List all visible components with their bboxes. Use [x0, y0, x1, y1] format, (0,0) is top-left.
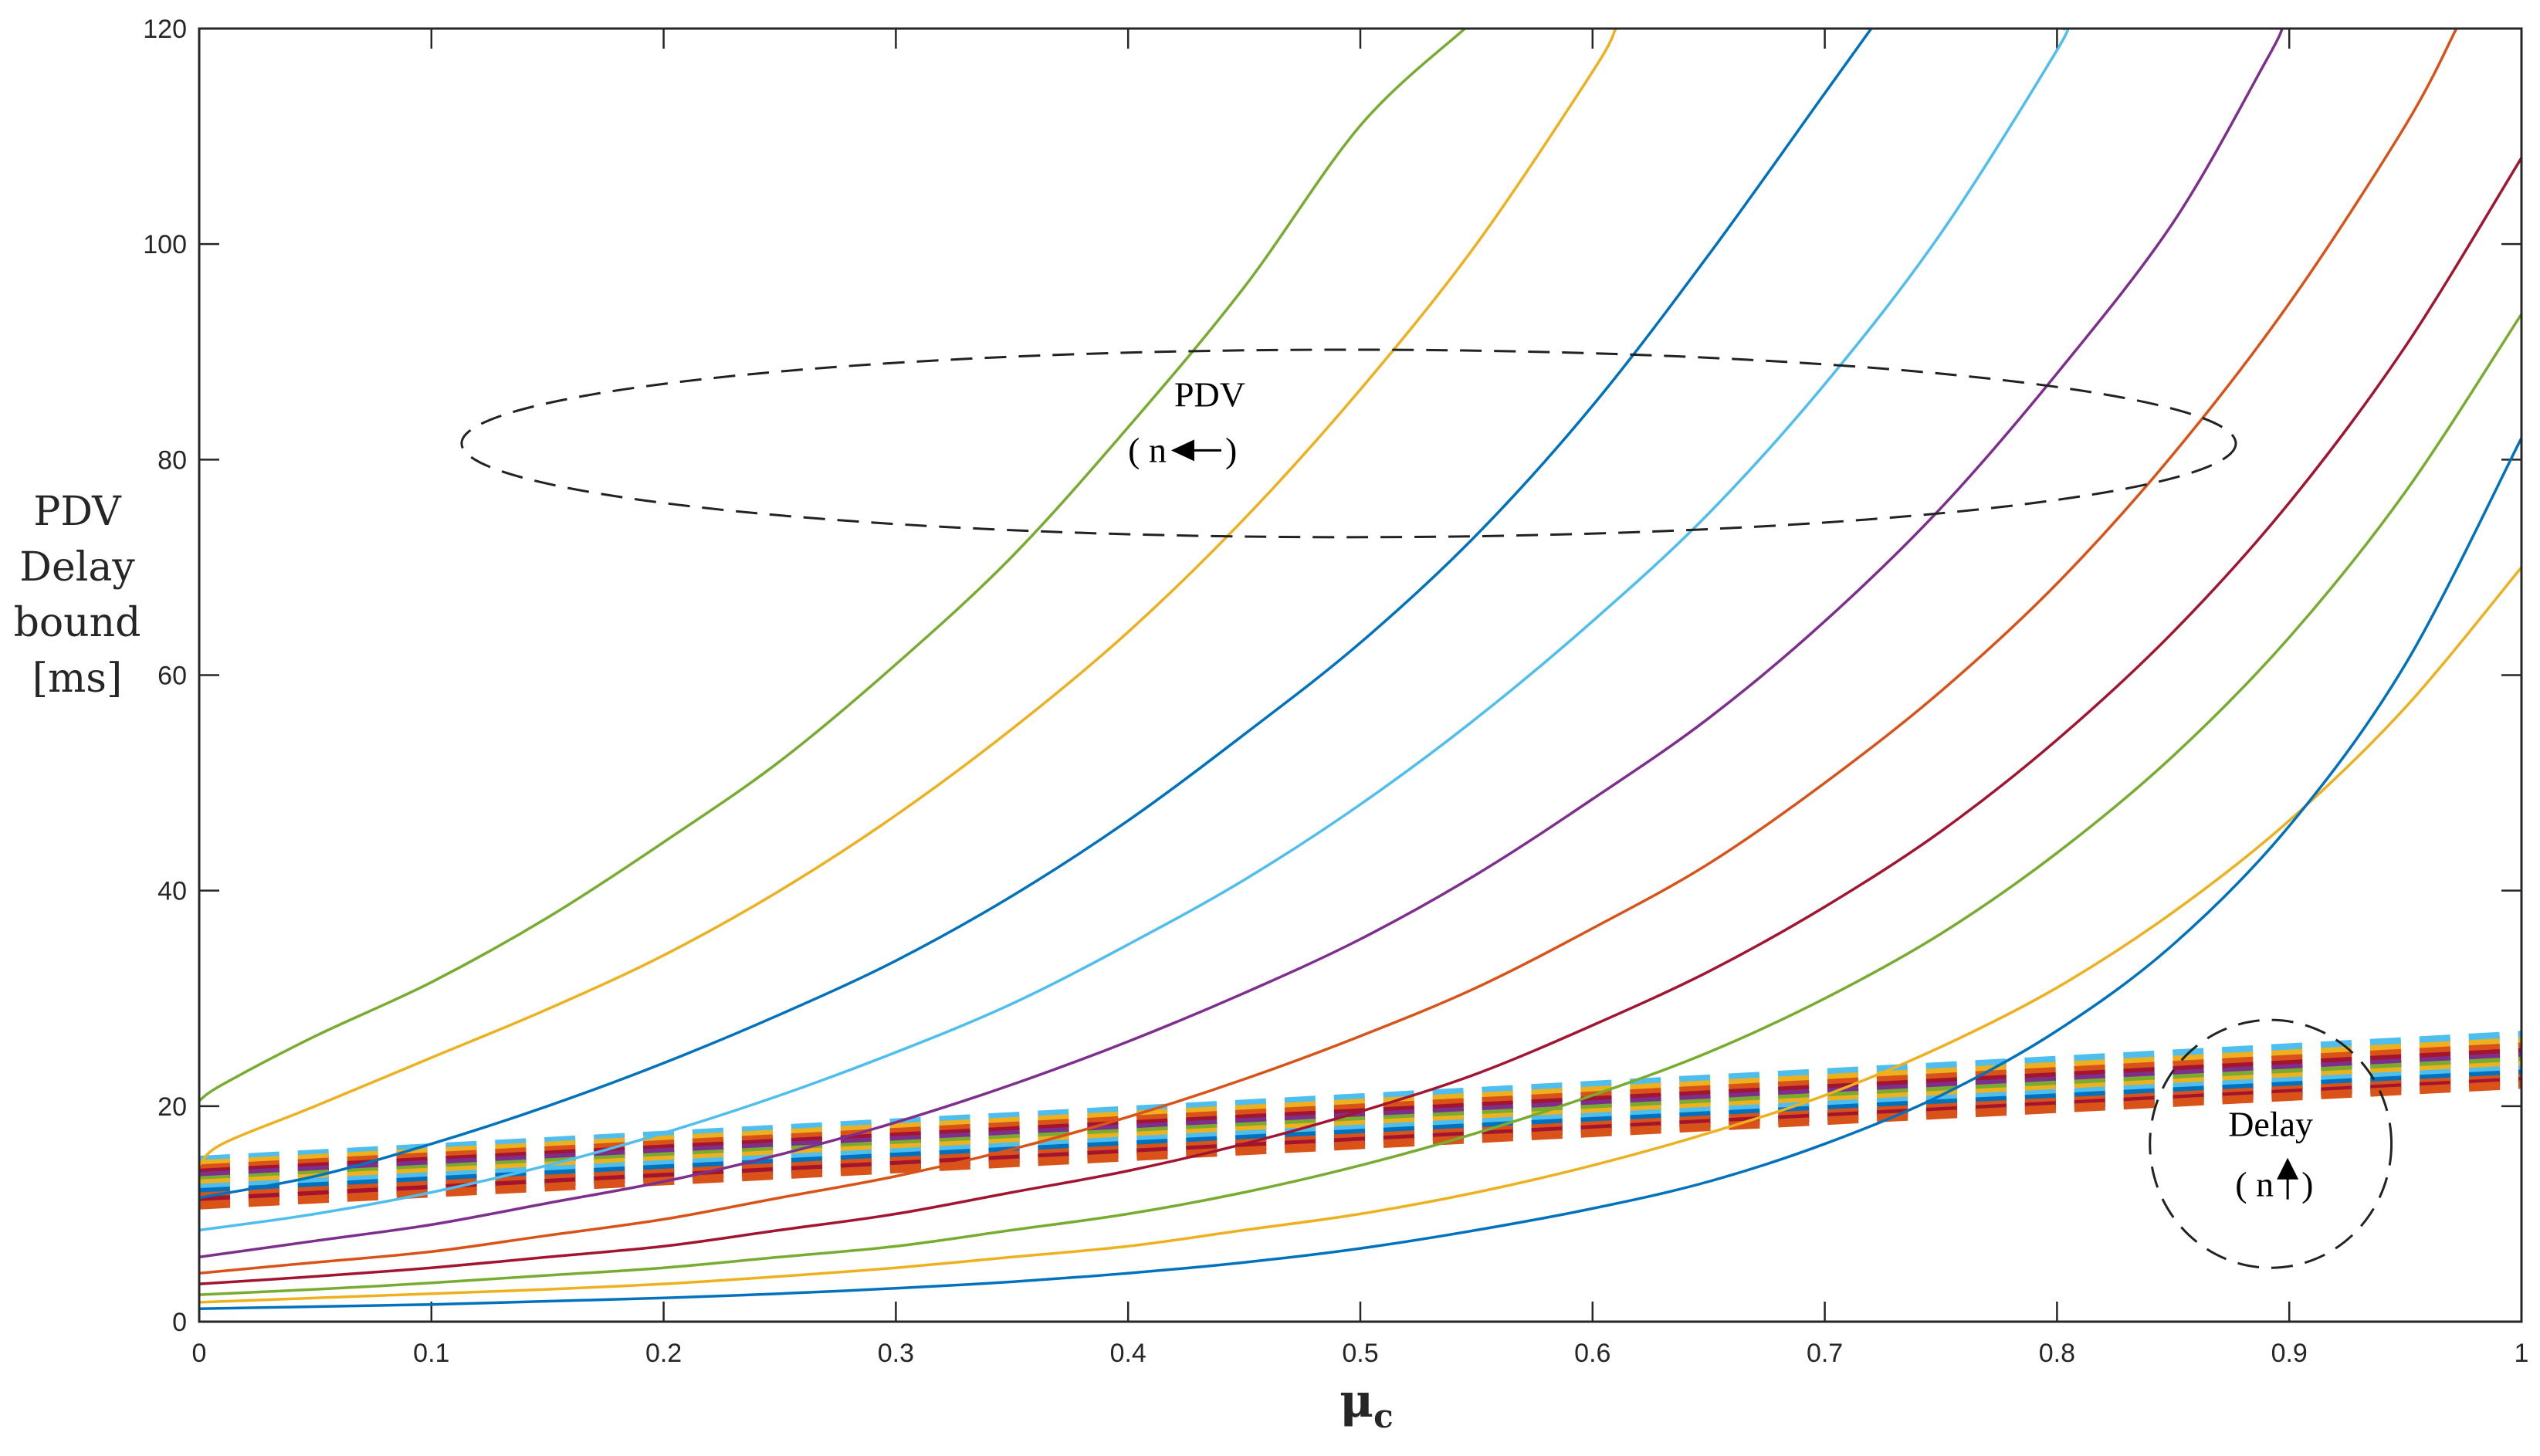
y-tick-label: 60	[157, 662, 187, 691]
x-tick-label: 0.1	[413, 1339, 449, 1368]
plot-frame	[198, 27, 2523, 1323]
arrow-head	[2277, 1157, 2299, 1180]
delay-series-line	[198, 1031, 2522, 1165]
x-tick-label: 0.2	[645, 1339, 682, 1368]
x-tick-label: 0.6	[1574, 1339, 1610, 1368]
x-tick-label: 0.7	[1807, 1339, 1843, 1368]
y-tick-label: 100	[143, 230, 187, 259]
up-arrow-icon	[2277, 1157, 2299, 1200]
delay-series-line	[198, 1042, 2522, 1173]
x-axis-title: μc	[1339, 1374, 1394, 1435]
delay-series-line	[198, 1069, 2522, 1197]
y-axis-title-line: bound	[14, 600, 141, 646]
pdv-series-line	[199, 157, 2521, 1285]
x-tick-label: 1	[2515, 1339, 2529, 1368]
axis-ticks: 0 0.1 0.2 0.3 0.4 0.5 0.6 0.7 0.8 0.9 1 0 20 40 60 80 10…	[143, 15, 2528, 1368]
pdv-series-line	[199, 29, 2284, 1259]
delay-series-line	[198, 1052, 2522, 1181]
y-axis-title-line: [ms]	[32, 655, 123, 702]
pdv-series-line	[199, 29, 2070, 1232]
x-axis-title-subscript: c	[1373, 1397, 1394, 1435]
pdv-series-line	[199, 29, 1466, 1102]
delay-annotation-title: Delay	[2228, 1105, 2313, 1144]
x-tick-label: 0.3	[878, 1339, 914, 1368]
annotations: PDV ( n ) Delay ( n )	[460, 348, 2393, 1269]
pdv-series-line	[199, 566, 2521, 1304]
y-axis-title: PDV Delay bound [ms]	[14, 489, 141, 702]
y-axis-title-line: PDV	[33, 489, 122, 535]
pdv-series-group	[199, 29, 2521, 1311]
left-arrow-icon	[1170, 439, 1221, 462]
x-tick-label: 0.8	[2039, 1339, 2075, 1368]
x-tick-label: 0.4	[1110, 1339, 1146, 1368]
delay-series-line	[198, 1065, 2522, 1193]
pdv-annotation-title: PDV	[1174, 374, 1245, 414]
pdv-annotation-ellipse	[460, 348, 2237, 539]
delay-series-line	[198, 1037, 2522, 1169]
arrow-head	[1170, 439, 1194, 462]
y-tick-label: 120	[143, 15, 187, 44]
y-tick-label: 80	[157, 445, 187, 475]
y-tick-label: 20	[157, 1092, 187, 1122]
pdv-series-line	[199, 29, 2458, 1275]
x-tick-label: 0.5	[1342, 1339, 1378, 1368]
y-tick-label: 0	[172, 1308, 187, 1337]
y-tick-label: 40	[157, 877, 187, 906]
pdv-series-line	[199, 29, 1617, 1166]
delay-series-group	[198, 1031, 2522, 1210]
pdv-annotation-close-paren: )	[1225, 430, 1237, 469]
delay-annotation-n: ( n	[2235, 1165, 2274, 1204]
delay-series-line	[198, 1080, 2522, 1210]
x-tick-label: 0.9	[2271, 1339, 2308, 1368]
pdv-series-line	[199, 313, 2521, 1296]
x-tick-label: 0	[192, 1339, 207, 1368]
pdv-annotation-n: ( n	[1128, 430, 1167, 469]
pdv-series-line	[199, 29, 1873, 1200]
y-axis-title-line: Delay	[19, 544, 135, 591]
delay-annotation-ellipse	[2149, 1018, 2393, 1269]
delay-series-line	[198, 1061, 2522, 1188]
delay-annotation-close-paren: )	[2301, 1165, 2313, 1204]
x-axis-title-symbol: μ	[1339, 1374, 1373, 1428]
pdv-series-line	[199, 437, 2521, 1311]
